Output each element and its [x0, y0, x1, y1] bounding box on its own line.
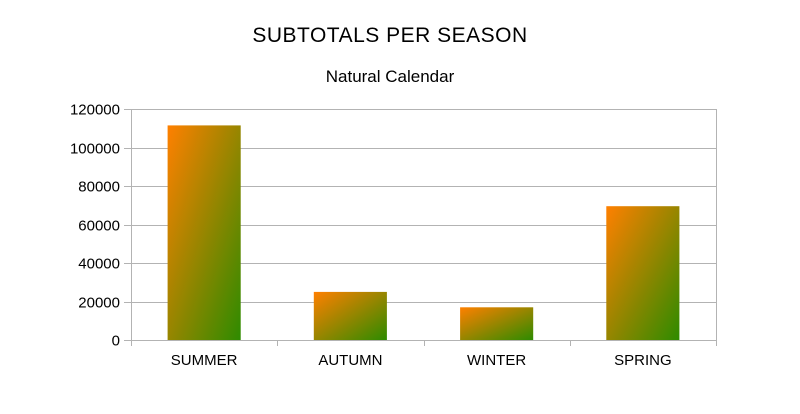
y-tick-label: 40000 [78, 256, 120, 273]
x-category-label: SUMMER [171, 352, 238, 369]
y-tick-label: 0 [112, 333, 120, 350]
x-category-label: WINTER [467, 352, 526, 369]
x-category-label: SPRING [614, 352, 672, 369]
chart-subtitle: Natural Calendar [325, 67, 455, 86]
chart-title: SUBTOTALS PER SEASON [252, 24, 528, 47]
y-tick-label: 100000 [70, 141, 120, 158]
bar-autumn [313, 291, 387, 340]
bar-winter [460, 307, 534, 340]
bar-spring [606, 206, 680, 340]
y-tick-label: 80000 [78, 179, 120, 196]
y-tick-label: 60000 [78, 218, 120, 235]
x-category-label: AUTUMN [318, 352, 382, 369]
bar-summer [167, 125, 241, 341]
y-tick-label: 20000 [78, 295, 120, 312]
y-tick-label: 120000 [70, 102, 120, 119]
